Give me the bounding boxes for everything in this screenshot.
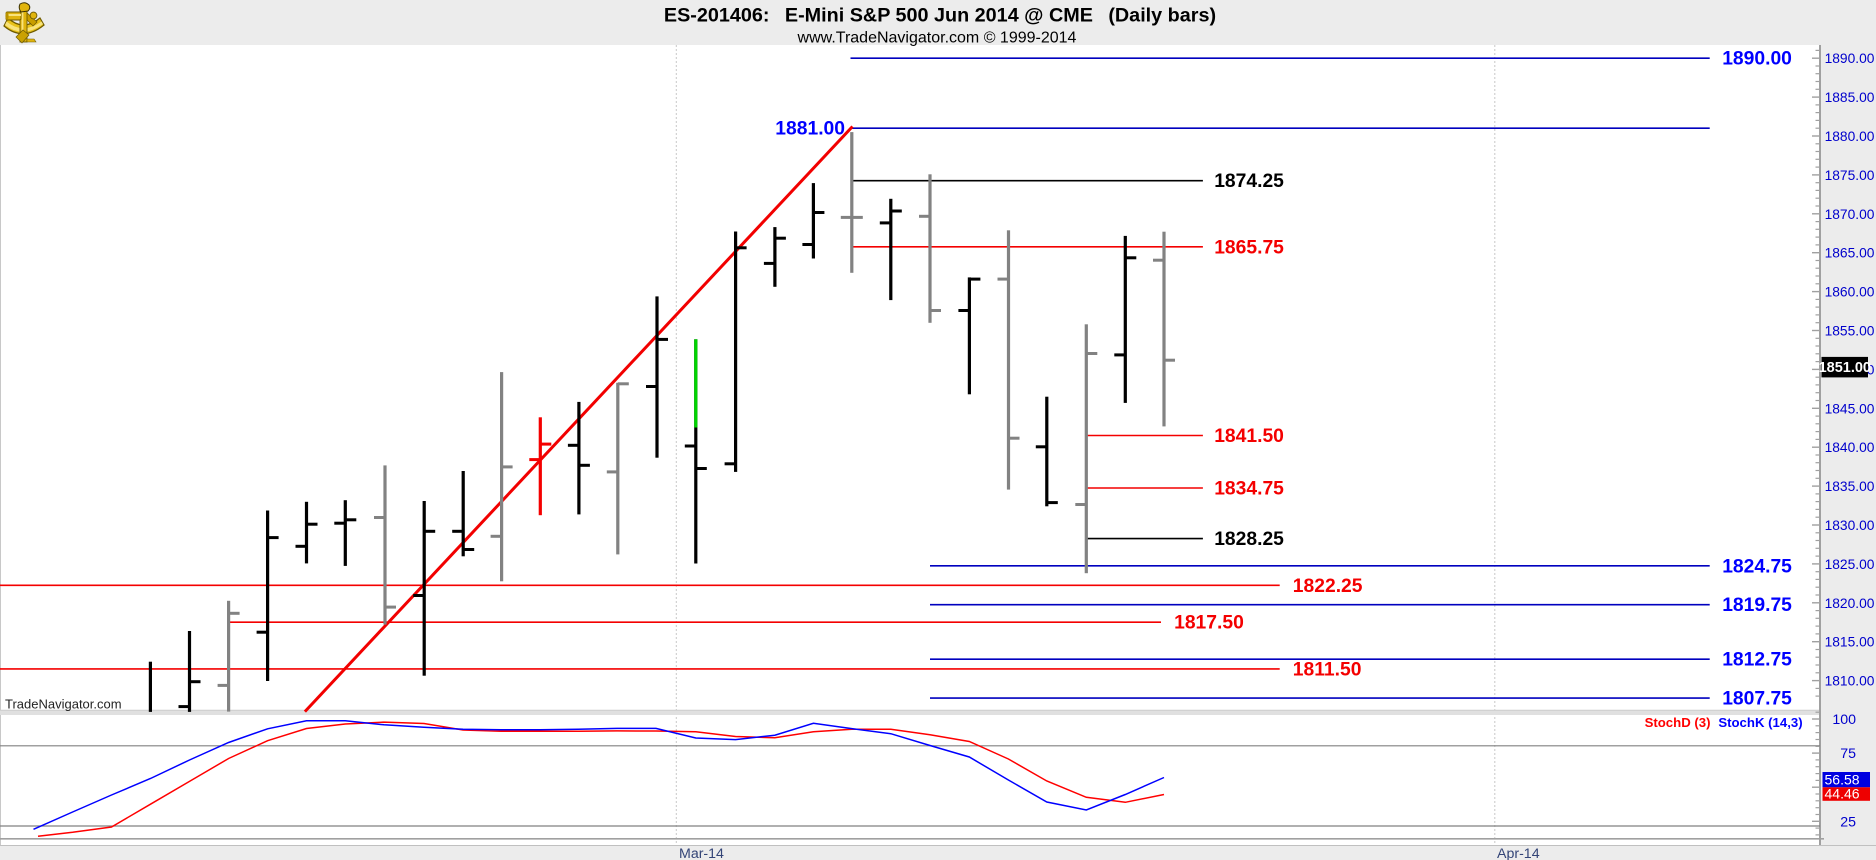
svg-text:1840.00: 1840.00 [1825, 440, 1875, 455]
svg-text:ES-201406: E-Mini S&P 500 Jun: ES-201406: E-Mini S&P 500 Jun 2014 @ CME… [664, 5, 1216, 27]
svg-text:1812.75: 1812.75 [1722, 650, 1792, 671]
svg-text:StochK (14,3): StochK (14,3) [1718, 715, 1802, 730]
svg-text:44.46: 44.46 [1825, 786, 1860, 802]
svg-text:www.TradeNavigator.com © 1999-: www.TradeNavigator.com © 1999-2014 [797, 30, 1077, 47]
svg-text:1845.00: 1845.00 [1825, 401, 1875, 416]
svg-text:1828.25: 1828.25 [1214, 529, 1284, 550]
svg-text:1851.00: 1851.00 [1819, 360, 1871, 376]
svg-text:1885.00: 1885.00 [1825, 90, 1875, 105]
svg-text:1870.00: 1870.00 [1825, 207, 1875, 222]
svg-text:1824.75: 1824.75 [1722, 556, 1792, 577]
svg-text:100: 100 [1832, 712, 1856, 728]
svg-text:1810.00: 1810.00 [1825, 674, 1875, 689]
svg-text:1860.00: 1860.00 [1825, 285, 1875, 300]
svg-text:1874.25: 1874.25 [1214, 171, 1284, 192]
svg-text:1834.75: 1834.75 [1214, 479, 1284, 500]
svg-text:1819.75: 1819.75 [1722, 595, 1792, 616]
svg-text:1822.25: 1822.25 [1293, 576, 1363, 597]
svg-text:StochD (3): StochD (3) [1645, 715, 1711, 730]
svg-text:1865.00: 1865.00 [1825, 246, 1875, 261]
svg-text:1881.00: 1881.00 [775, 119, 845, 140]
svg-text:1880.00: 1880.00 [1825, 129, 1875, 144]
svg-text:25: 25 [1840, 814, 1856, 830]
svg-text:1807.75: 1807.75 [1722, 689, 1792, 710]
svg-text:75: 75 [1840, 746, 1856, 762]
svg-text:56.58: 56.58 [1825, 772, 1860, 788]
svg-text:1835.00: 1835.00 [1825, 479, 1875, 494]
svg-text:1841.50: 1841.50 [1214, 426, 1284, 447]
svg-text:Mar-14: Mar-14 [679, 846, 724, 860]
svg-text:1855.00: 1855.00 [1825, 324, 1875, 339]
svg-text:Apr-14: Apr-14 [1497, 846, 1540, 860]
svg-text:1875.00: 1875.00 [1825, 168, 1875, 183]
svg-text:1815.00: 1815.00 [1825, 635, 1875, 650]
svg-text:1865.75: 1865.75 [1214, 237, 1284, 258]
svg-text:1890.00: 1890.00 [1722, 49, 1792, 70]
svg-text:1811.50: 1811.50 [1293, 659, 1362, 680]
svg-text:1830.00: 1830.00 [1825, 518, 1875, 533]
svg-text:1820.00: 1820.00 [1825, 596, 1875, 611]
svg-text:1890.00: 1890.00 [1825, 51, 1875, 66]
svg-text:1825.00: 1825.00 [1825, 557, 1875, 572]
svg-text:TradeNavigator.com: TradeNavigator.com [5, 697, 122, 712]
svg-text:1817.50: 1817.50 [1174, 613, 1244, 634]
